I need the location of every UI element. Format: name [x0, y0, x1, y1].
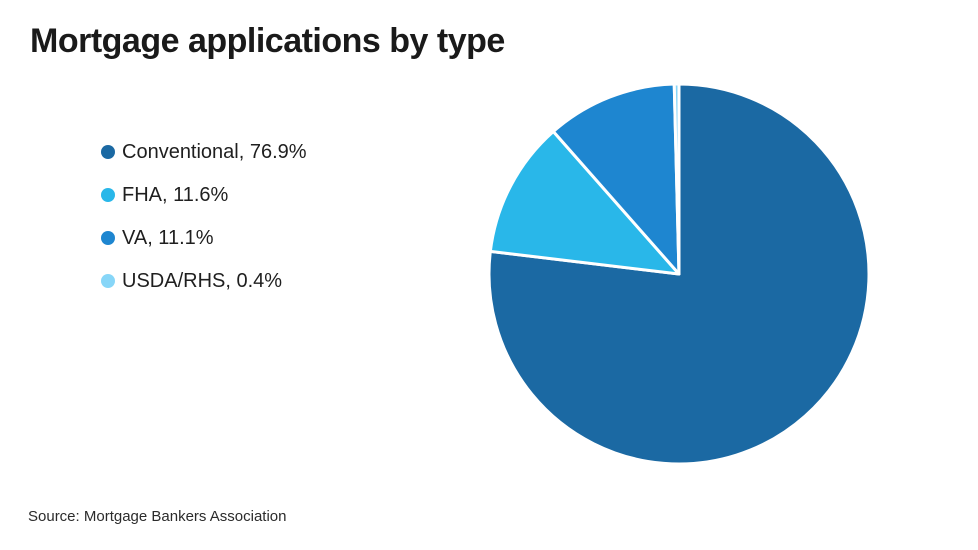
legend-item: USDA/RHS, 0.4% [101, 270, 307, 292]
pie-chart-container [480, 75, 880, 475]
legend-swatch-icon [101, 274, 115, 288]
legend-label: USDA/RHS, 0.4% [122, 269, 283, 292]
pie-slice-usda-rhs [672, 82, 681, 276]
legend-item: FHA, 11.6% [101, 184, 307, 206]
legend-item: VA, 11.1% [101, 227, 307, 249]
legend-label: FHA, 11.6% [122, 183, 229, 206]
pie-slice-va [551, 82, 681, 276]
legend-label: VA, 11.1% [122, 226, 214, 249]
legend-swatch-icon [101, 231, 115, 245]
legend-swatch-icon [101, 145, 115, 159]
pie-slice-fha [488, 129, 681, 276]
legend-label: Conventional, 76.9% [122, 140, 307, 163]
page-title: Mortgage applications by type [30, 22, 505, 60]
legend-item: Conventional, 76.9% [101, 141, 307, 163]
pie-chart [487, 82, 871, 466]
source-attribution: Source: Mortgage Bankers Association [28, 508, 287, 525]
legend-swatch-icon [101, 188, 115, 202]
legend: Conventional, 76.9% FHA, 11.6% VA, 11.1% US… [101, 141, 307, 313]
